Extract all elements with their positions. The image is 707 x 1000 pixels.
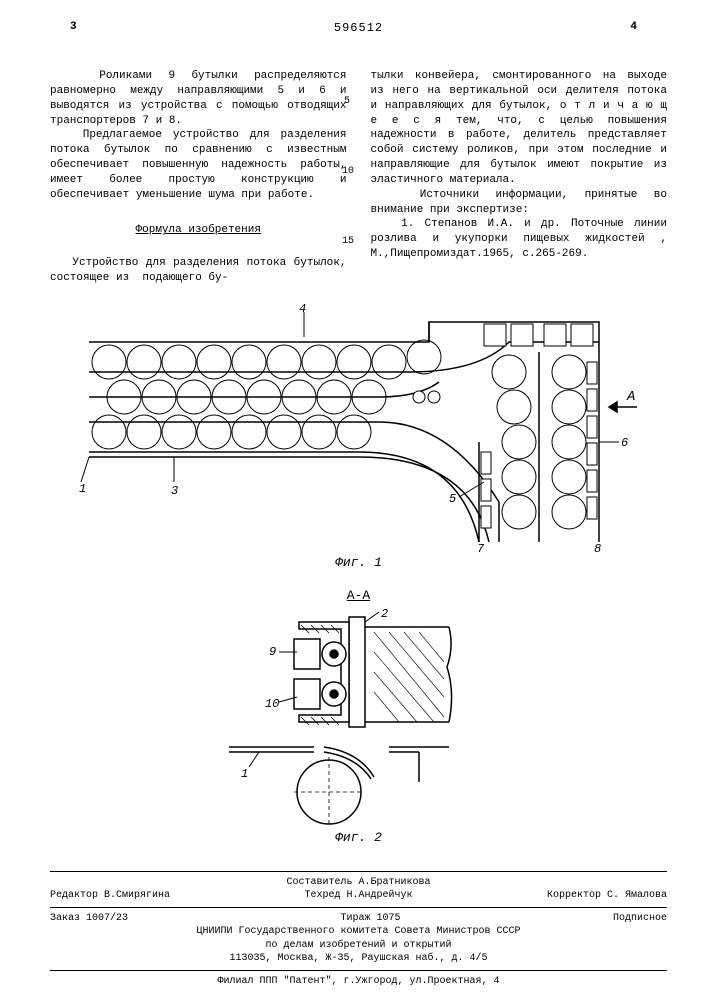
figure-1: A 4 1 3 5 6 7 8 Фиг. 1 — [50, 302, 667, 572]
para: Источники информации, принятые во вниман… — [371, 189, 674, 216]
line-number: 15 — [342, 235, 354, 249]
line-number: 10 — [342, 165, 354, 179]
para: 1. Степанов И.А. и др. Поточные линии ро… — [371, 218, 674, 260]
section-aa-label: A-A — [50, 587, 667, 605]
korrektor-name: С. Ямалова — [607, 890, 667, 901]
svg-text:1: 1 — [241, 767, 248, 781]
para: Роликами 9 бутылки распределяются равном… — [50, 70, 353, 127]
addr1: 113035, Москва, Ж-35, Раушская наб., д. … — [50, 952, 667, 966]
fig1-label: Фиг. 1 — [50, 554, 667, 572]
svg-text:5: 5 — [449, 492, 456, 506]
svg-text:8: 8 — [594, 542, 601, 552]
sostavitel-name: А.Братникова — [359, 877, 431, 888]
redaktor-name: В.Смирягина — [104, 890, 170, 901]
svg-text:1: 1 — [79, 482, 86, 496]
zakaz: Заказ 1007/23 — [50, 912, 128, 926]
section-marker: A — [626, 389, 635, 405]
redaktor-label: Редактор — [50, 890, 98, 901]
patent-number: 596512 — [50, 20, 667, 36]
tirazh: Тираж 1075 — [340, 912, 400, 926]
tehred-label: Техред — [304, 890, 340, 901]
col-num-right: 4 — [630, 20, 637, 35]
svg-text:9: 9 — [269, 645, 276, 659]
tehred-name: Н.Андрейчук — [347, 890, 413, 901]
org2: по делам изобретений и открытий — [50, 939, 667, 953]
formula-title: Формула изобретения — [50, 223, 347, 238]
figure-2: A-A — [50, 587, 667, 846]
footer: Составитель А.Братникова Редактор В.Смир… — [50, 867, 667, 989]
svg-text:3: 3 — [171, 484, 178, 498]
svg-text:4: 4 — [299, 302, 306, 316]
para: Предлагаемое устройство для разделения п… — [50, 129, 353, 200]
org1: ЦНИИПИ Государственного комитета Совета … — [50, 925, 667, 939]
right-column: тылки конвейера, смонтированного на выхо… — [371, 54, 668, 286]
sostavitel-label: Составитель — [286, 877, 352, 888]
text-columns: Роликами 9 бутылки распределяются равном… — [50, 54, 667, 286]
svg-text:7: 7 — [477, 542, 485, 552]
svg-text:6: 6 — [621, 436, 628, 450]
svg-text:2: 2 — [381, 607, 388, 621]
para: Устройство для разделения потока бутылок… — [50, 257, 353, 284]
col-num-left: 3 — [70, 20, 77, 35]
fig2-label: Фиг. 2 — [50, 829, 667, 847]
left-column: Роликами 9 бутылки распределяются равном… — [50, 54, 347, 286]
line-number: 5 — [344, 95, 350, 109]
para: тылки конвейера, смонтированного на выхо… — [371, 70, 674, 186]
podpisnoe: Подписное — [613, 912, 667, 926]
korrektor-label: Корректор — [547, 890, 601, 901]
filial: Филиал ППП "Патент", г.Ужгород, ул.Проек… — [50, 975, 667, 989]
svg-text:10: 10 — [265, 697, 279, 711]
